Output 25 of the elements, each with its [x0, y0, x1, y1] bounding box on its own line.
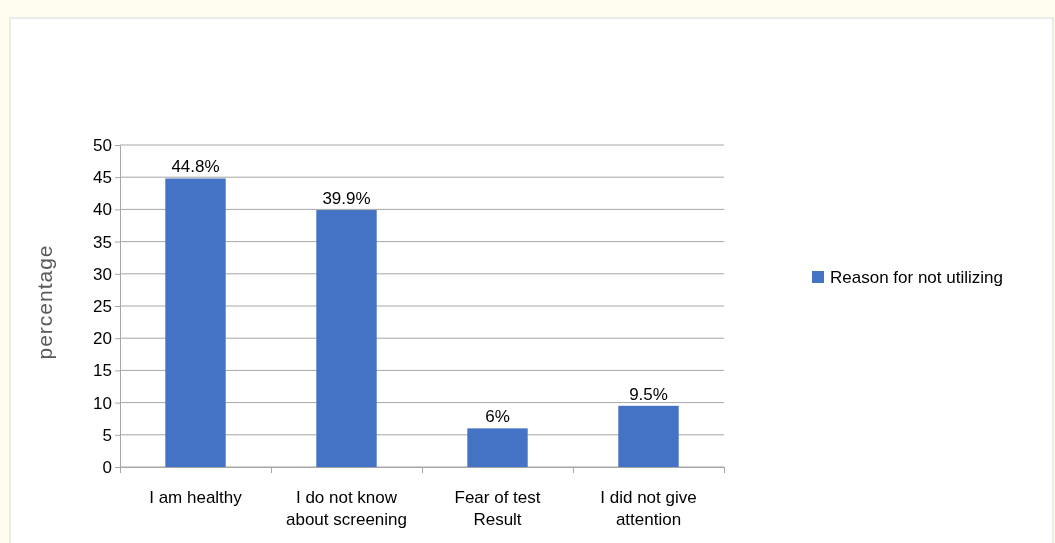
y-tick-label: 5: [102, 425, 112, 445]
bar: [165, 178, 226, 467]
legend-label: Reason for not utilizing: [830, 268, 1003, 287]
y-tick-label: 40: [93, 200, 112, 220]
data-label: 44.8%: [171, 157, 220, 177]
y-axis-title: percentage: [33, 244, 56, 360]
y-tick-label: 25: [93, 296, 112, 316]
x-tick-label: I do not know about screening: [286, 488, 407, 530]
bar: [618, 405, 679, 467]
y-tick-label: 45: [93, 168, 112, 188]
y-tick-label: 50: [93, 135, 112, 155]
y-tick-label: 15: [93, 361, 112, 381]
x-tick-label: I did not give attention: [600, 488, 697, 530]
bar: [316, 210, 377, 467]
data-label: 6%: [485, 407, 510, 427]
y-tick-label: 35: [93, 232, 112, 252]
bar: [467, 428, 528, 467]
y-tick-label: 20: [93, 329, 112, 349]
y-tick-label: 30: [93, 264, 112, 284]
y-tick-label: 0: [102, 457, 112, 477]
y-tick-label: 10: [93, 393, 112, 413]
x-tick-label: Fear of test Result: [454, 488, 541, 530]
data-label: 9.5%: [629, 384, 668, 404]
data-label: 39.9%: [322, 189, 371, 209]
x-tick-label: I am healthy: [149, 488, 243, 507]
